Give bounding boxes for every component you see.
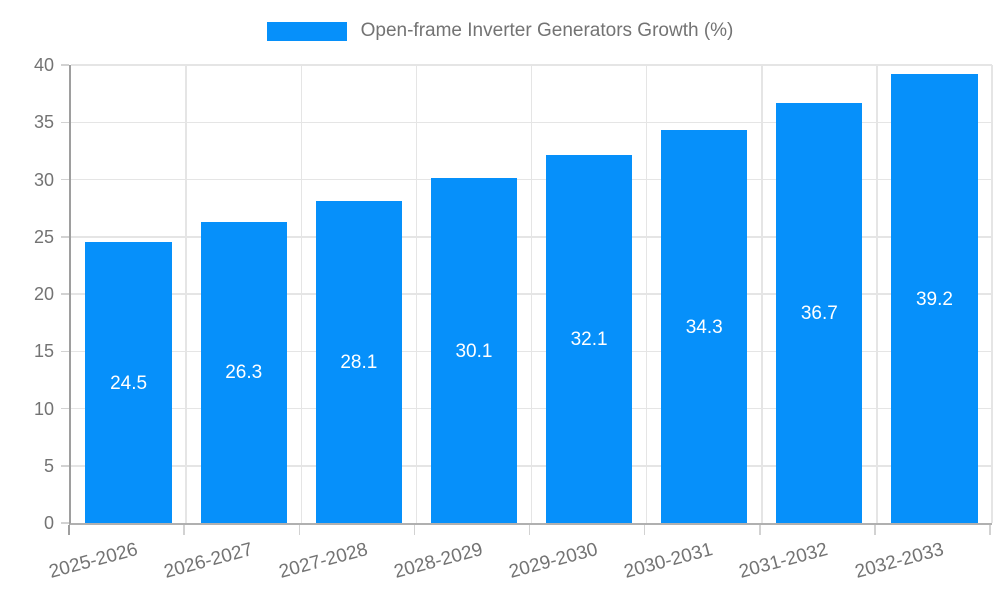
gridline-vertical	[761, 65, 763, 523]
plot-area: 24.5 26.3 28.1 30.1 32.1 34.3 36.7 39.2	[69, 64, 993, 525]
y-tick-label: 20	[33, 284, 54, 304]
bar-value-label: 30.1	[455, 340, 493, 362]
x-tick-label: 2032-2033	[852, 539, 946, 583]
x-tick-label: 2027-2028	[276, 539, 370, 583]
y-tick-mark	[61, 293, 69, 295]
x-tick-label: 2028-2029	[391, 539, 486, 583]
y-tick-mark	[61, 350, 69, 352]
bar: 39.2	[891, 74, 978, 523]
x-tick-label: 2025-2026	[46, 539, 140, 583]
gridline-vertical	[530, 65, 533, 523]
x-tick-mark	[183, 525, 185, 535]
bar-value-label: 34.3	[685, 316, 723, 338]
bar-value-label: 39.2	[915, 288, 953, 310]
gridline-vertical	[300, 65, 302, 523]
x-tick-mark	[68, 525, 71, 535]
bar: 26.3	[200, 221, 287, 523]
bar-value-label: 32.1	[570, 329, 608, 351]
y-tick-label: 10	[33, 398, 54, 419]
y-tick-label: 15	[33, 341, 54, 362]
y-tick-label: 5	[43, 455, 54, 476]
legend-swatch-icon	[266, 21, 347, 41]
x-tick-label: 2031-2032	[737, 539, 831, 583]
bar: 24.5	[85, 242, 172, 523]
bar: 30.1	[430, 178, 518, 523]
gridline-vertical	[876, 65, 878, 523]
y-tick-label: 40	[33, 55, 54, 75]
x-tick-label: 2026-2027	[161, 539, 255, 583]
y-tick-label: 0	[43, 513, 54, 533]
y-tick-label: 35	[33, 112, 54, 133]
bar: 28.1	[315, 201, 402, 523]
x-tick-mark	[643, 525, 646, 535]
x-tick-mark	[759, 525, 761, 535]
legend-label: Open-frame Inverter Generators Growth (%…	[360, 20, 734, 41]
bar: 34.3	[661, 130, 748, 523]
x-tick-mark	[874, 525, 876, 535]
y-tick-mark	[61, 121, 69, 123]
bar-value-label: 28.1	[340, 352, 378, 374]
x-tick-label: 2030-2031	[622, 539, 716, 583]
x-tick-label: 2029-2030	[507, 539, 601, 583]
bar: 36.7	[776, 102, 863, 523]
gridline-vertical	[991, 65, 993, 523]
x-tick-mark	[298, 525, 300, 535]
y-tick-mark	[61, 178, 69, 181]
y-tick-label: 25	[33, 226, 54, 247]
y-tick-mark	[61, 465, 69, 467]
bar-value-label: 26.3	[225, 362, 263, 384]
gridline-vertical	[415, 65, 418, 523]
bar: 32.1	[545, 155, 633, 523]
chart-legend[interactable]: Open-frame Inverter Generators Growth (%…	[0, 20, 1000, 42]
y-tick-label: 30	[33, 169, 54, 190]
x-tick-mark	[413, 525, 416, 535]
gridline-vertical	[185, 65, 187, 523]
bar-value-label: 24.5	[110, 372, 148, 394]
x-tick-mark	[989, 525, 991, 535]
gridline-vertical	[645, 65, 648, 523]
y-tick-mark	[61, 236, 69, 238]
bar-value-label: 36.7	[800, 302, 838, 324]
y-tick-mark	[61, 522, 69, 524]
x-tick-mark	[528, 525, 531, 535]
y-tick-mark	[61, 407, 69, 410]
y-tick-mark	[61, 64, 69, 66]
